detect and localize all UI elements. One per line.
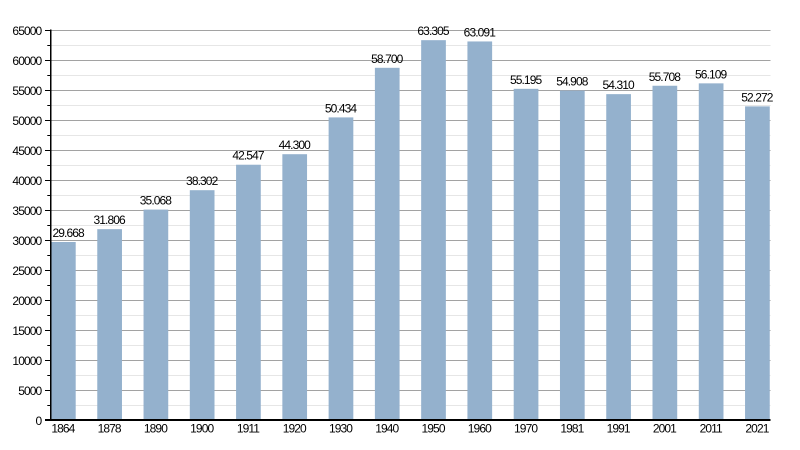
svg-text:2001: 2001 bbox=[653, 422, 677, 436]
svg-text:1991: 1991 bbox=[607, 422, 631, 436]
svg-text:30000: 30000 bbox=[12, 234, 42, 248]
svg-text:60000: 60000 bbox=[12, 54, 42, 68]
svg-text:5000: 5000 bbox=[18, 384, 42, 398]
svg-text:31.806: 31.806 bbox=[94, 213, 127, 227]
svg-text:63.305: 63.305 bbox=[417, 24, 450, 38]
svg-text:1930: 1930 bbox=[329, 422, 353, 436]
svg-text:20000: 20000 bbox=[12, 294, 42, 308]
svg-text:45000: 45000 bbox=[12, 144, 42, 158]
svg-text:1864: 1864 bbox=[51, 422, 75, 436]
svg-text:58.700: 58.700 bbox=[371, 52, 404, 66]
svg-text:10000: 10000 bbox=[12, 354, 42, 368]
svg-text:1940: 1940 bbox=[375, 422, 399, 436]
svg-text:54.908: 54.908 bbox=[556, 75, 589, 89]
svg-text:42.547: 42.547 bbox=[232, 149, 265, 163]
svg-text:55.708: 55.708 bbox=[649, 70, 682, 84]
svg-text:1981: 1981 bbox=[560, 422, 584, 436]
svg-text:15000: 15000 bbox=[12, 324, 42, 338]
svg-text:1911: 1911 bbox=[237, 422, 260, 436]
svg-text:54.310: 54.310 bbox=[602, 78, 635, 92]
svg-text:35.068: 35.068 bbox=[140, 194, 173, 208]
svg-text:1960: 1960 bbox=[468, 422, 492, 436]
svg-text:25000: 25000 bbox=[12, 264, 42, 278]
svg-text:52.272: 52.272 bbox=[741, 90, 774, 104]
svg-text:2011: 2011 bbox=[700, 422, 723, 436]
svg-text:65000: 65000 bbox=[12, 24, 42, 38]
svg-text:1920: 1920 bbox=[283, 422, 307, 436]
svg-text:1878: 1878 bbox=[98, 422, 122, 436]
svg-text:1890: 1890 bbox=[144, 422, 168, 436]
svg-text:2021: 2021 bbox=[745, 422, 769, 436]
svg-text:63.091: 63.091 bbox=[464, 25, 497, 39]
svg-text:50000: 50000 bbox=[12, 114, 42, 128]
svg-text:40000: 40000 bbox=[12, 174, 42, 188]
svg-text:1950: 1950 bbox=[422, 422, 446, 436]
svg-text:1900: 1900 bbox=[190, 422, 214, 436]
svg-text:35000: 35000 bbox=[12, 204, 42, 218]
svg-text:1970: 1970 bbox=[514, 422, 538, 436]
svg-text:38.302: 38.302 bbox=[186, 174, 219, 188]
svg-text:56.109: 56.109 bbox=[695, 67, 728, 81]
svg-text:29.668: 29.668 bbox=[53, 226, 86, 240]
svg-text:55.195: 55.195 bbox=[510, 73, 543, 87]
svg-text:44.300: 44.300 bbox=[279, 138, 312, 152]
svg-text:0: 0 bbox=[36, 414, 43, 428]
svg-text:50.434: 50.434 bbox=[325, 101, 358, 115]
svg-text:55000: 55000 bbox=[12, 84, 42, 98]
